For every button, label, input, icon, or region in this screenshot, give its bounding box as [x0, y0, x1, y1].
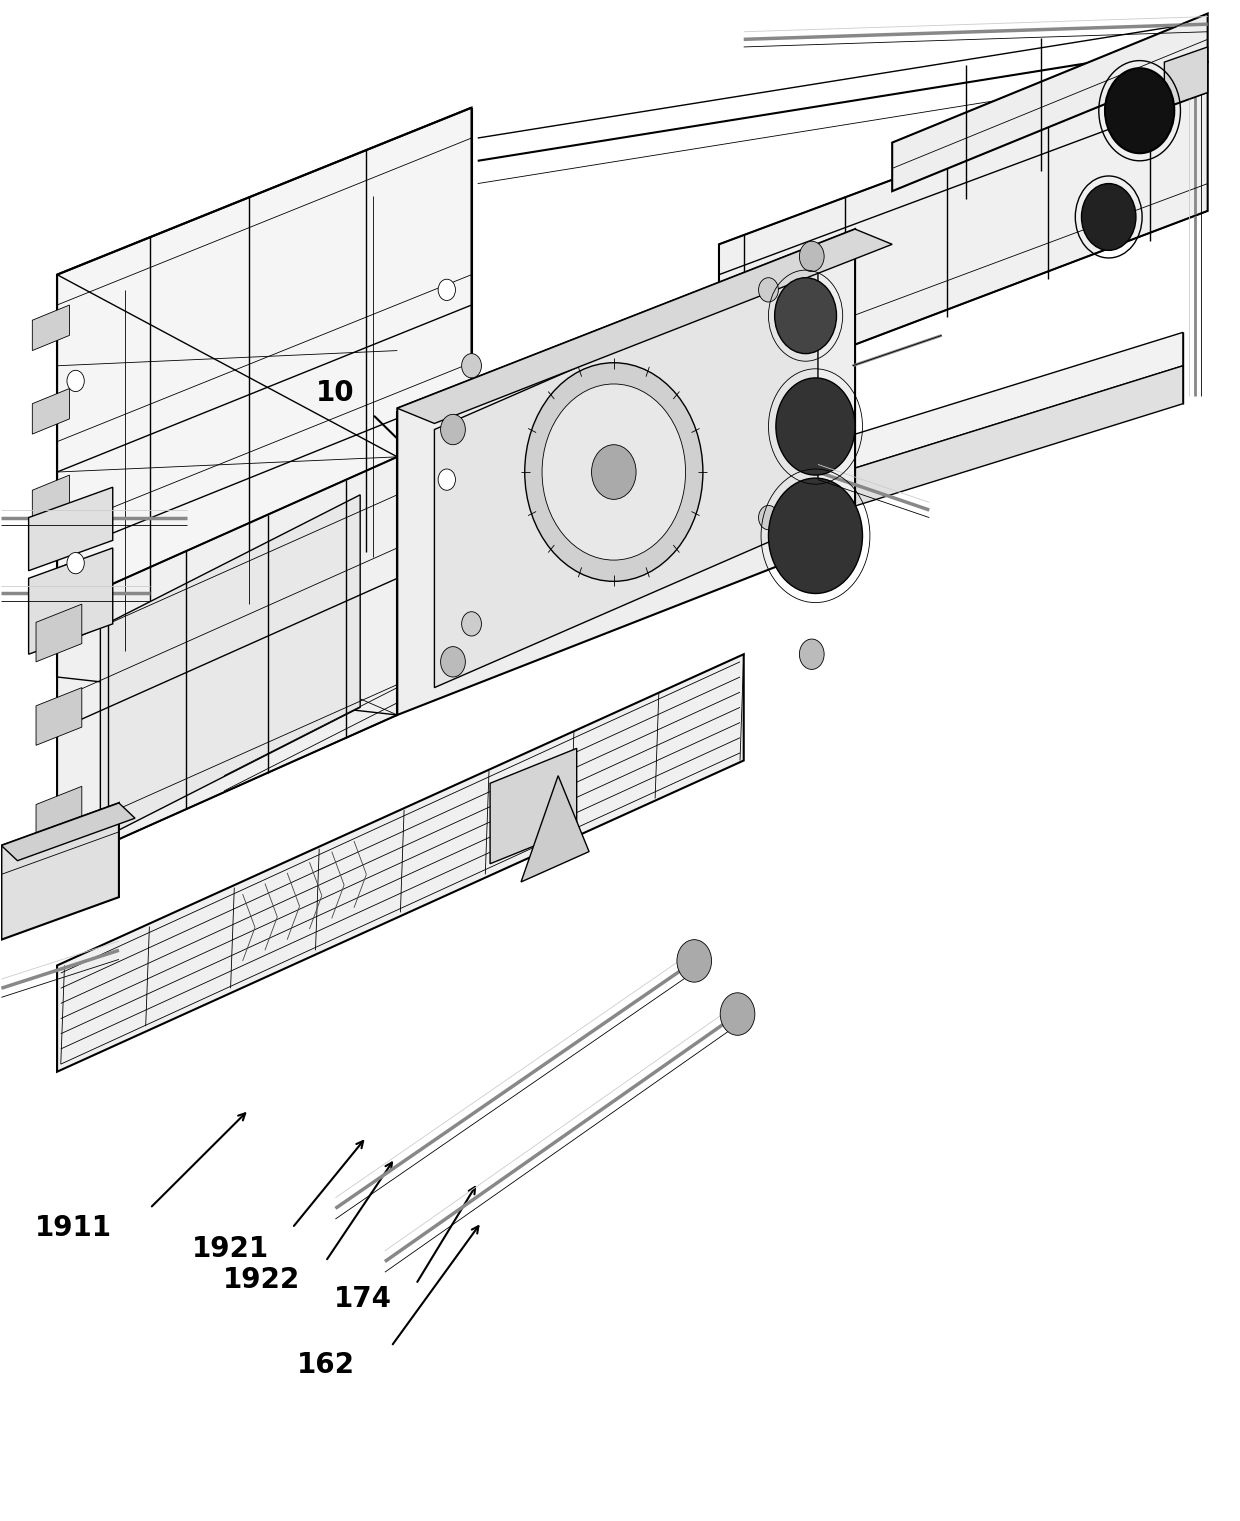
Circle shape [461, 353, 481, 377]
Circle shape [438, 280, 455, 301]
Text: 174: 174 [334, 1285, 392, 1314]
Circle shape [775, 278, 837, 353]
Polygon shape [434, 263, 818, 687]
Polygon shape [57, 108, 471, 677]
Polygon shape [100, 494, 360, 840]
Polygon shape [521, 776, 589, 882]
Circle shape [776, 377, 856, 475]
Polygon shape [490, 748, 577, 864]
Polygon shape [32, 563, 69, 608]
Polygon shape [1164, 47, 1208, 108]
Polygon shape [36, 786, 82, 844]
Text: 1921: 1921 [192, 1235, 269, 1264]
Circle shape [800, 639, 825, 669]
Circle shape [67, 370, 84, 391]
Polygon shape [29, 487, 113, 570]
Circle shape [800, 242, 825, 272]
Circle shape [461, 611, 481, 636]
Circle shape [542, 383, 686, 560]
Polygon shape [32, 475, 69, 520]
Circle shape [525, 362, 703, 581]
Polygon shape [88, 365, 1183, 745]
Text: 162: 162 [296, 1351, 355, 1378]
Circle shape [610, 475, 630, 499]
Text: 10: 10 [316, 379, 355, 408]
Text: 1922: 1922 [223, 1265, 300, 1294]
Polygon shape [29, 548, 113, 654]
Circle shape [67, 552, 84, 573]
Polygon shape [32, 306, 69, 350]
Polygon shape [397, 230, 893, 423]
Polygon shape [1, 803, 119, 940]
Text: 20: 20 [521, 443, 559, 472]
Polygon shape [397, 230, 856, 715]
Circle shape [591, 444, 636, 499]
Polygon shape [88, 333, 1183, 707]
Circle shape [438, 468, 455, 490]
Polygon shape [36, 687, 82, 745]
Polygon shape [57, 654, 744, 1072]
Circle shape [677, 940, 712, 983]
Polygon shape [57, 456, 397, 867]
Polygon shape [719, 62, 1208, 395]
Polygon shape [36, 604, 82, 662]
Circle shape [759, 278, 779, 303]
Polygon shape [893, 14, 1208, 192]
Circle shape [720, 993, 755, 1036]
Circle shape [759, 505, 779, 529]
Circle shape [440, 414, 465, 444]
Circle shape [769, 478, 863, 593]
Polygon shape [1, 803, 135, 861]
Polygon shape [32, 388, 69, 433]
Circle shape [440, 646, 465, 677]
Text: 1911: 1911 [35, 1214, 112, 1243]
Circle shape [1105, 68, 1174, 154]
Circle shape [1081, 184, 1136, 251]
